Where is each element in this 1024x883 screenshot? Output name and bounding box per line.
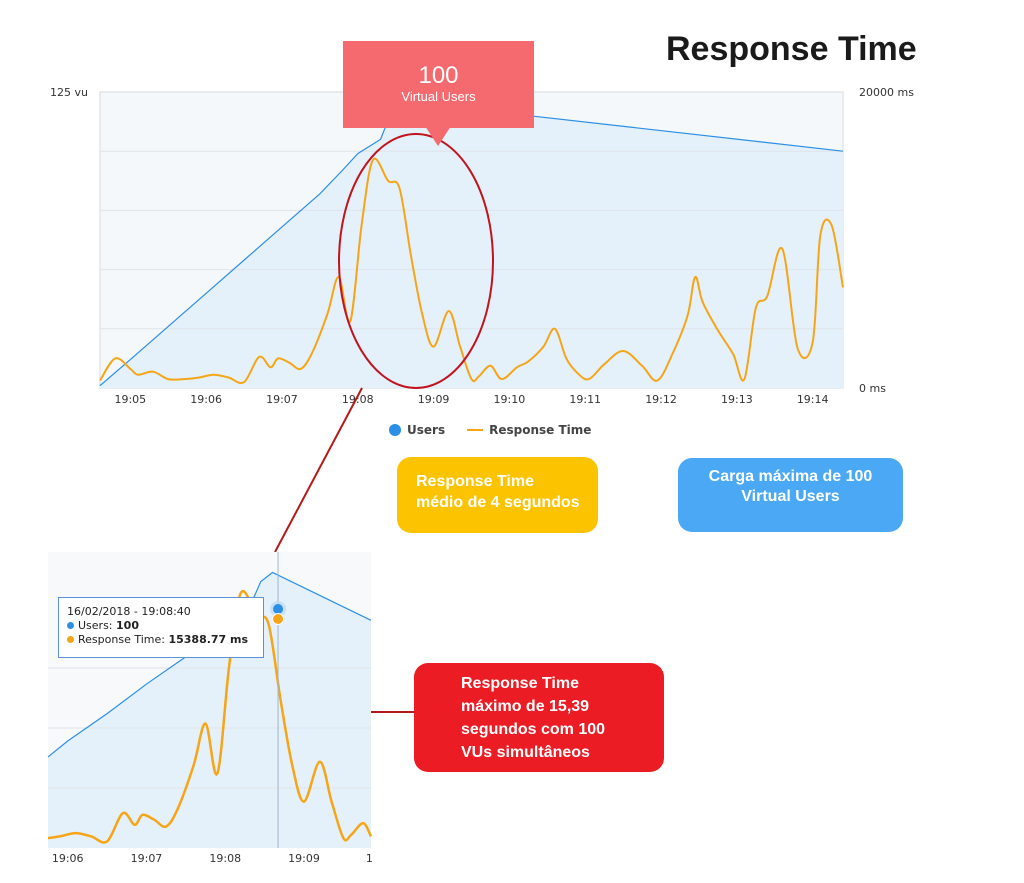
legend-users[interactable]: Users [407,423,446,437]
response-time-line [99,157,844,385]
x-tick-label: 19:11 [569,393,601,406]
chart-legend[interactable]: Users Response Time [389,423,591,437]
peak-users-label: Virtual Users [401,89,476,104]
peak-users-callout: 100 Virtual Users [343,41,534,128]
users-marker [273,604,284,614]
tooltip-rt-label: Response Time: [78,633,165,646]
users-legend-dot-icon [389,424,401,436]
zoom-users-area [48,572,371,848]
users-dot-icon [67,622,74,629]
zoom-x-tick-label: 1 [366,852,373,865]
max-response-time-callout: Response Time máximo de 15,39 segundos c… [414,663,664,772]
max-rt-line-1: Response Time [461,675,579,692]
x-tick-label: 19:14 [797,393,829,406]
highlight-ellipse [338,133,494,389]
tooltip-datetime: 16/02/2018 - 19:08:40 [67,605,191,618]
max-rt-line-3: segundos com 100 [461,721,606,738]
x-tick-label: 19:09 [418,393,450,406]
zoom-x-tick-label: 19:07 [131,852,163,865]
avg-line-2: médio de 4 segundos [416,494,580,511]
x-tick-label: 19:06 [190,393,222,406]
x-tick-label: 19:13 [721,393,753,406]
max-rt-line-4: VUs simultâneos [461,744,590,761]
max-load-callout: Carga máxima de 100 Virtual Users [678,458,903,532]
avg-line-1: Response Time [416,473,534,490]
response-time-marker [272,613,285,625]
response-time-dot-icon [67,636,74,643]
max-load-line-1: Carga máxima de 100 [708,468,873,485]
users-area [100,101,843,388]
x-tick-label: 19:10 [494,393,526,406]
x-tick-label: 19:08 [342,393,374,406]
right-axis-top-label: 20000 ms [859,86,914,99]
x-tick-label: 19:12 [645,393,677,406]
x-tick-label: 19:05 [114,393,146,406]
peak-users-number: 100 [418,62,459,89]
max-load-line-2: Virtual Users [741,488,840,505]
connector-line [274,387,363,553]
tooltip-rt-value: 15388.77 ms [168,633,249,646]
tooltip-users-label: Users: [78,619,113,632]
x-tick-label: 19:07 [266,393,298,406]
response-time-legend-line-icon [467,429,484,431]
right-axis-bottom-label: 0 ms [859,382,886,395]
zoom-x-tick-label: 19:06 [52,852,84,865]
tooltip-users-value: 100 [116,619,139,632]
avg-response-time-callout: Response Time médio de 4 segundos [397,457,598,533]
page-title: Response Time [666,30,917,68]
left-axis-label: 125 vu [50,86,88,99]
chart-tooltip: 16/02/2018 - 19:08:40 Users: 100 Respons… [58,597,264,658]
max-rt-line-2: máximo de 15,39 [461,698,590,715]
tooltip-users-row: Users: 100 [67,619,263,633]
zoom-x-tick-label: 19:08 [209,852,241,865]
peak-arrow-icon [425,126,451,146]
zoom-x-tick-label: 19:09 [288,852,320,865]
zoom-response-time-line [47,589,373,844]
legend-response-time[interactable]: Response Time [489,423,592,437]
tooltip-rt-row: Response Time: 15388.77 ms [67,633,263,647]
